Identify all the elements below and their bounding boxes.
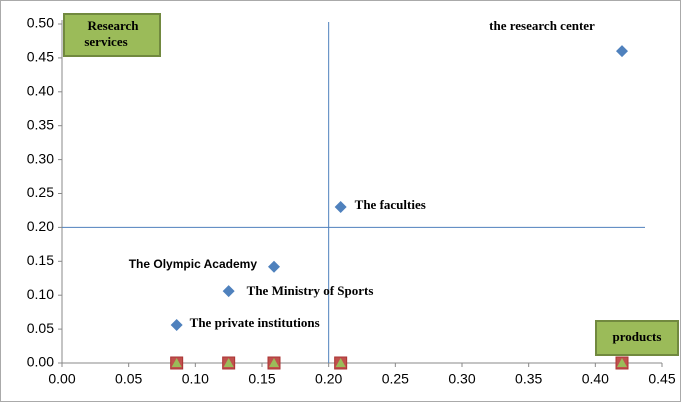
point (334, 201, 347, 214)
annotation-box (63, 13, 161, 57)
y-tick-label: 0.05 (27, 320, 54, 336)
x-tick-label: 0.35 (515, 371, 542, 387)
annotation-line: services (84, 34, 127, 49)
x-tick-label: 0.45 (648, 371, 675, 387)
y-tick-label: 0.25 (27, 184, 54, 200)
point (170, 319, 183, 332)
point (222, 285, 235, 298)
y-tick-label: 0.30 (27, 150, 54, 166)
y-tick-label: 0.40 (27, 83, 54, 99)
annotation: products (613, 329, 662, 344)
y-tick-label: 0.15 (27, 252, 54, 268)
x-tick-label: 0.10 (182, 371, 209, 387)
y-tick-label: 0.20 (27, 218, 54, 234)
point-label: The Ministry of Sports (247, 283, 374, 298)
x-tick-label: 0.40 (582, 371, 609, 387)
point (617, 358, 627, 367)
x-tick-label: 0.00 (48, 371, 75, 387)
point (268, 260, 280, 273)
x-tick-label: 0.05 (115, 371, 142, 387)
y-tick-label: 0.35 (27, 116, 54, 132)
point (335, 358, 346, 367)
annotation: Research services (84, 18, 139, 49)
x-tick-label: 0.15 (248, 371, 275, 387)
x-tick-label: 0.20 (315, 371, 342, 387)
point-label: The Olympic Academy (129, 257, 258, 271)
point-label: the research center (489, 18, 595, 33)
x-tick-label: 0.30 (448, 371, 475, 387)
point-label: The private institutions (190, 315, 320, 330)
point (171, 358, 182, 367)
y-tick-label: 0.50 (27, 15, 54, 31)
annotation-box (595, 320, 679, 356)
point-label: The faculties (355, 197, 426, 212)
annotation-line: Research (87, 18, 139, 33)
y-tick-label: 0.45 (27, 49, 54, 65)
point (269, 358, 279, 367)
point (616, 45, 628, 58)
y-tick-label: 0.10 (27, 286, 54, 302)
x-tick-label: 0.25 (382, 371, 409, 387)
point (223, 358, 234, 367)
y-tick-label: 0.00 (27, 354, 54, 370)
